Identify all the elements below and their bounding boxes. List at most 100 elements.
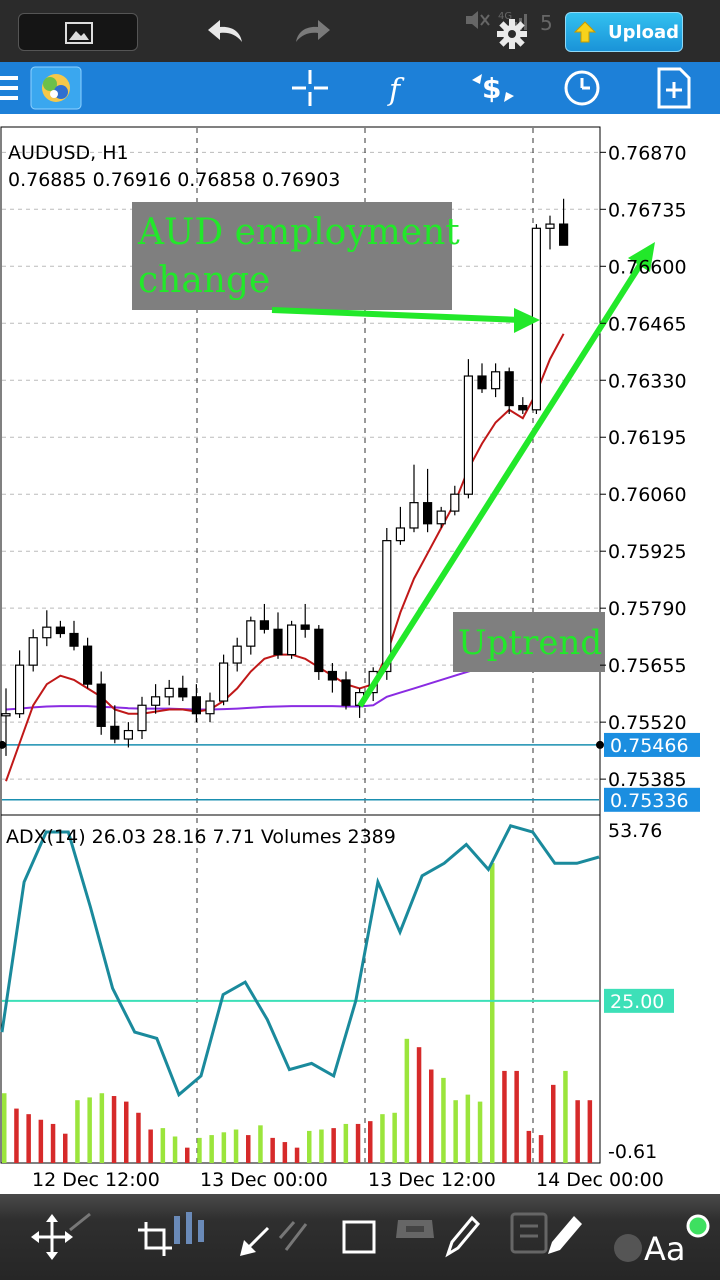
- candle-bullish: [232, 645, 242, 664]
- upload-button[interactable]: Upload: [565, 12, 683, 52]
- indicator-header: ADX(14) 26.03 28.16 7.71 Volumes 2389: [6, 826, 396, 848]
- candle-bullish: [450, 493, 460, 512]
- undo-icon[interactable]: [206, 16, 246, 46]
- highlighter-tool-icon[interactable]: [508, 1204, 588, 1264]
- candle-bearish: [82, 645, 93, 685]
- volume-bar-down: [111, 1096, 117, 1163]
- upload-arrow-icon: [574, 21, 596, 43]
- price-level-lines: [2, 744, 599, 801]
- price-axis-label: 0.76330: [608, 370, 687, 392]
- volume-bar-down: [514, 1070, 519, 1163]
- time-label-1: 12 Dec 12:00: [32, 1169, 160, 1191]
- volume-bar-up: [99, 1093, 105, 1163]
- trend-annotation-box: [453, 612, 605, 672]
- pen-tool-icon[interactable]: [392, 1204, 482, 1264]
- time-label-2: 13 Dec 00:00: [200, 1169, 328, 1191]
- volume-bar-down: [124, 1101, 129, 1163]
- event-arrow: [271, 307, 523, 323]
- image-icon: [65, 22, 93, 44]
- candle-bearish: [477, 375, 487, 390]
- candle-bullish: [395, 527, 405, 542]
- volume-bar-up: [441, 1077, 446, 1163]
- rectangle-tool-icon[interactable]: [340, 1214, 380, 1258]
- volume-bar-up: [319, 1129, 324, 1163]
- svg-text:5: 5: [540, 11, 553, 34]
- svg-text:Aa: Aa: [644, 1230, 686, 1268]
- volume-bar-down: [50, 1123, 56, 1163]
- volume-bar-up: [209, 1135, 214, 1163]
- candle-bearish: [259, 620, 269, 630]
- volume-bar-down: [14, 1108, 19, 1163]
- price-axis-label: 0.75520: [608, 712, 687, 734]
- volume-bar-up: [490, 863, 495, 1163]
- volume-bar-down: [526, 1130, 532, 1163]
- uptrend-arrowhead: [628, 242, 655, 272]
- volume-bar-down: [136, 1112, 141, 1163]
- volume-bar-down: [416, 1047, 422, 1163]
- time-label-4: 14 Dec 00:00: [536, 1169, 664, 1191]
- candle-bullish: [137, 704, 147, 732]
- volume-bar-up: [2, 1093, 7, 1163]
- settings-gear-icon[interactable]: [496, 18, 528, 50]
- volume-bar-up: [404, 1038, 410, 1163]
- candle-bullish: [246, 620, 256, 647]
- trade-icon[interactable]: $: [468, 66, 518, 110]
- volume-bar-up: [160, 1128, 166, 1163]
- event-arrowhead: [514, 308, 540, 333]
- candle-bullish: [409, 502, 419, 529]
- candle-bullish: [42, 626, 52, 639]
- status-bar: 4G 5 Upload: [0, 0, 720, 62]
- price-axis-label: 0.75925: [608, 541, 687, 563]
- candle-bullish: [287, 624, 297, 656]
- volume-bar-down: [148, 1129, 153, 1163]
- crop-tool-icon[interactable]: [132, 1208, 212, 1264]
- volume-bar-up: [197, 1137, 202, 1163]
- text-tool-icon[interactable]: Aa: [614, 1208, 718, 1272]
- candle-bearish: [55, 626, 66, 635]
- indicators-icon[interactable]: f: [385, 68, 415, 108]
- event-annotation-line2: change: [138, 260, 270, 301]
- candle-bearish: [273, 628, 283, 656]
- menu-icon[interactable]: [0, 74, 20, 102]
- redo-icon[interactable]: [292, 16, 332, 46]
- volume-bar-down: [270, 1137, 275, 1163]
- svg-text:$: $: [482, 72, 501, 105]
- time-label-3: 13 Dec 12:00: [368, 1169, 496, 1191]
- price-axis-label: 0.76060: [608, 484, 687, 506]
- candle-bearish: [504, 371, 514, 407]
- uptrend-arrow: [357, 260, 645, 708]
- volume-bar-down: [575, 1100, 580, 1163]
- volume-bar-down: [282, 1142, 288, 1163]
- arrow-tool-icon[interactable]: [236, 1210, 316, 1262]
- price-marker-dot: [0, 740, 6, 749]
- volume-bar-down: [538, 1135, 544, 1163]
- svg-text:f: f: [387, 73, 405, 108]
- indicator-axis-max: 53.76: [608, 820, 662, 842]
- candle-bearish: [96, 683, 106, 727]
- volume-bar-down: [246, 1135, 251, 1163]
- crosshair-icon[interactable]: [290, 68, 330, 108]
- app-logo-icon[interactable]: [30, 66, 82, 110]
- volume-bar-down: [551, 1084, 556, 1163]
- clock-icon[interactable]: [562, 68, 602, 108]
- indicator-level-label: 25.00: [610, 991, 664, 1013]
- screenshot-gallery-button[interactable]: [18, 13, 138, 51]
- volume-bar-up: [221, 1132, 227, 1163]
- indicator-level-badge: [604, 988, 674, 1013]
- price-chart[interactable]: AUD employment change Uptrend AUDUSD, H1…: [0, 114, 720, 1194]
- volume-bar-down: [331, 1128, 336, 1163]
- candle-bullish: [15, 664, 25, 715]
- price-axis-label: 0.75790: [608, 598, 687, 620]
- volume-bar-down: [185, 1147, 190, 1163]
- volume-bar-up: [563, 1070, 568, 1163]
- new-chart-icon[interactable]: [656, 66, 692, 110]
- adx-line: [0, 824, 600, 1098]
- price-axis-label: 0.76465: [608, 313, 687, 335]
- volume-bar-down: [63, 1133, 68, 1163]
- ohlc-values: 0.76885 0.76916 0.76858 0.76903: [8, 169, 340, 191]
- volume-bar-up: [392, 1112, 397, 1163]
- svg-text:4G: 4G: [498, 11, 512, 22]
- volume-bar-down: [502, 1070, 507, 1163]
- volume-bar-down: [429, 1069, 434, 1163]
- move-tool-icon[interactable]: [30, 1210, 96, 1262]
